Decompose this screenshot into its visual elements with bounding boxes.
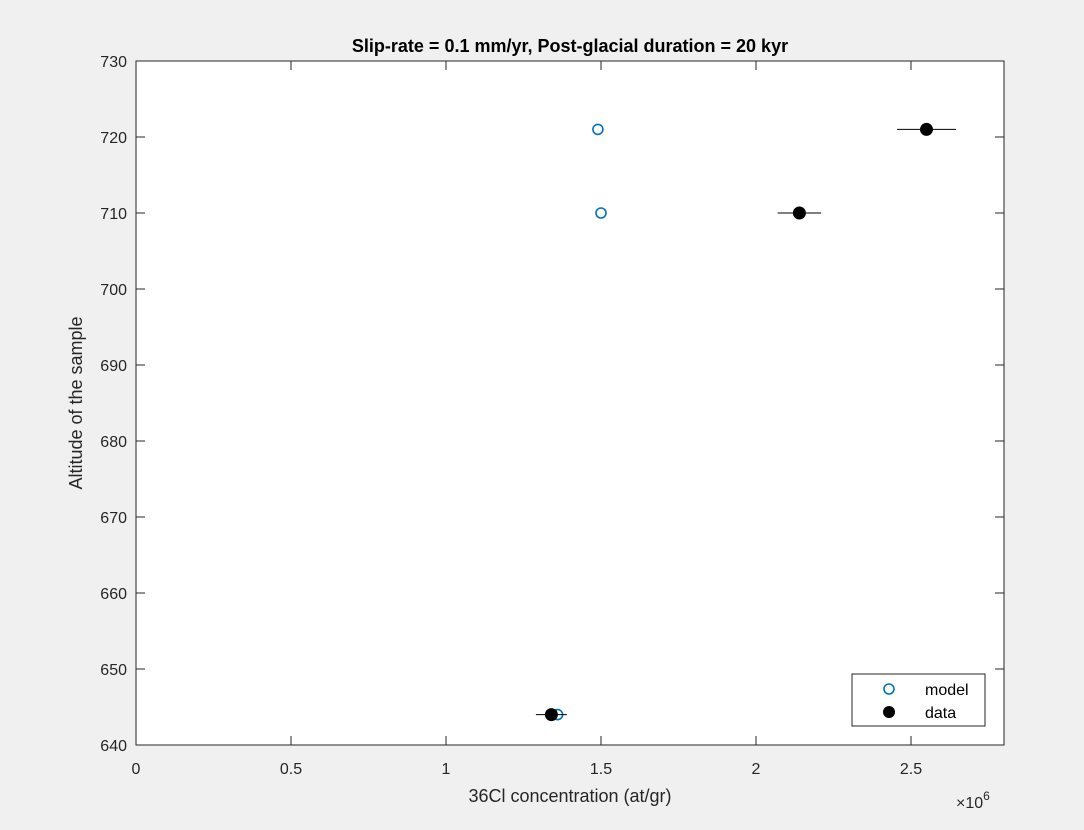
y-tick-label: 700: [100, 282, 127, 299]
legend-box: [851, 673, 986, 727]
legend-model-marker: [883, 683, 895, 695]
x-tick-label: 0.5: [280, 761, 302, 778]
plot-area: [135, 60, 1005, 746]
y-tick-label: 650: [100, 662, 127, 679]
y-tick-label: 720: [100, 130, 127, 147]
x-axis-title: 36Cl concentration (at/gr): [468, 786, 671, 806]
x-tick-label: 1: [442, 761, 451, 778]
x-tick-label: 2: [752, 761, 761, 778]
data-point: [544, 708, 558, 722]
x-axis-exponent: ×106: [956, 789, 990, 812]
y-tick-label: 710: [100, 206, 127, 223]
data-point: [920, 122, 933, 136]
x-tick-label: 2.5: [900, 761, 922, 778]
y-tick-label: 690: [100, 358, 127, 375]
x-axis-exponent-base: ×10: [956, 795, 983, 812]
x-tick-label: 1.5: [590, 761, 612, 778]
model-point: [595, 207, 607, 219]
x-axis-exponent-power: 6: [983, 789, 990, 803]
x-axis: 0 0.5 1 1.5 2 2.5: [132, 61, 922, 778]
chart-title: Slip-rate = 0.1 mm/yr, Post-glacial dura…: [352, 36, 788, 56]
y-tick-label: 660: [100, 586, 127, 603]
y-tick-label: 730: [100, 54, 127, 71]
y-tick-label: 640: [100, 738, 127, 755]
y-tick-label: 680: [100, 434, 127, 451]
model-point: [592, 123, 604, 136]
legend-data-marker: [883, 706, 895, 718]
legend-data-label: data: [925, 705, 956, 722]
x-tick-label: 0: [132, 761, 141, 778]
legend: model data: [851, 673, 986, 727]
y-axis-title: Altitude of the sample: [66, 316, 86, 489]
y-tick-label: 670: [100, 510, 127, 527]
data-marks: [535, 122, 956, 722]
y-axis: 640 650 660 670 680 690 700 710 720 730: [100, 54, 1004, 755]
legend-model-label: model: [925, 682, 969, 699]
data-point: [792, 206, 806, 220]
